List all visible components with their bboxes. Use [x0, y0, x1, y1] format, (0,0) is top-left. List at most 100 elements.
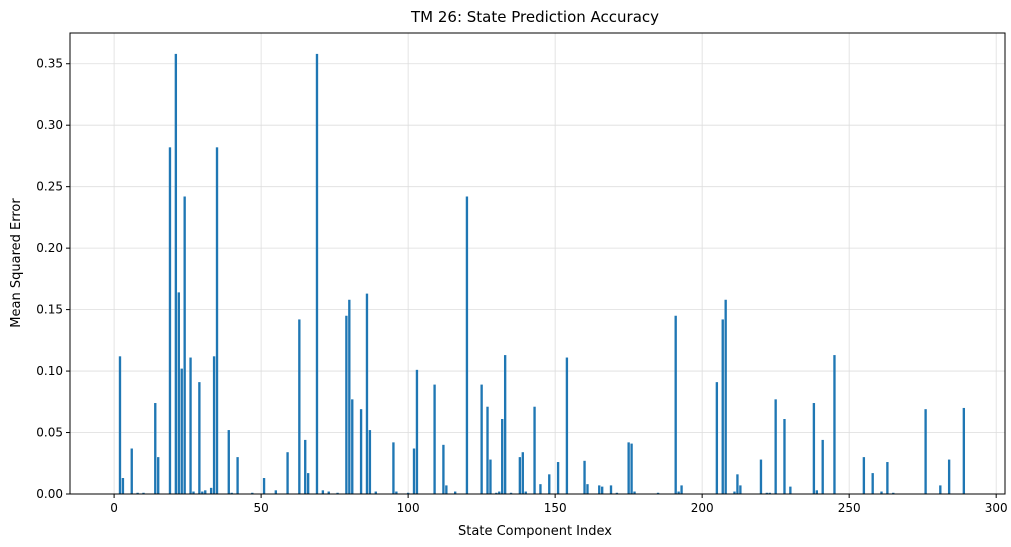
bar	[121, 478, 125, 494]
bar	[174, 53, 178, 494]
bar	[739, 485, 742, 494]
bar	[415, 369, 419, 494]
bar	[177, 292, 180, 494]
bar	[627, 442, 630, 494]
bar	[204, 490, 207, 494]
bar	[348, 299, 351, 494]
bar	[518, 457, 522, 494]
bar	[286, 452, 289, 494]
bar	[677, 491, 680, 494]
y-tick-label: 0.20	[36, 241, 63, 255]
bar	[715, 382, 719, 494]
bar	[609, 485, 613, 494]
bars	[118, 53, 966, 494]
bar	[215, 147, 219, 494]
x-tick-label: 300	[985, 501, 1008, 515]
bar	[674, 315, 677, 494]
x-tick-label: 200	[691, 501, 714, 515]
bar	[465, 196, 469, 494]
bar	[495, 492, 498, 494]
y-tick-label: 0.35	[36, 57, 63, 71]
bar	[433, 384, 436, 494]
bar	[189, 357, 192, 494]
x-axis-ticks: 0 50 100 150 200 250 300	[110, 494, 1008, 515]
y-tick-label: 0.10	[36, 364, 63, 378]
bar	[871, 473, 874, 494]
bar	[924, 409, 927, 494]
bar	[833, 355, 836, 494]
bar	[212, 356, 216, 494]
bar	[565, 357, 569, 494]
y-tick-label: 0.05	[36, 426, 63, 440]
bar	[783, 419, 786, 494]
bar	[821, 439, 824, 494]
bar	[733, 491, 736, 494]
bar	[615, 492, 619, 494]
bar	[359, 409, 363, 494]
y-axis-label: Mean Squared Error	[9, 198, 24, 328]
bar	[336, 492, 339, 494]
bar	[759, 459, 763, 494]
bar	[227, 430, 230, 494]
bar	[298, 319, 301, 494]
bar	[880, 491, 883, 494]
y-tick-label: 0.00	[36, 487, 63, 501]
bar	[583, 460, 586, 494]
bar	[168, 147, 172, 494]
bar	[521, 452, 524, 494]
bar	[724, 299, 727, 494]
bar	[598, 485, 601, 494]
bar	[489, 459, 492, 494]
bar	[947, 459, 951, 494]
bar	[395, 491, 398, 494]
bar	[321, 490, 325, 494]
bar	[118, 356, 122, 494]
bar	[442, 444, 445, 494]
bar	[815, 490, 818, 494]
bar	[142, 492, 145, 494]
y-tick-label: 0.15	[36, 303, 63, 317]
bar	[939, 485, 942, 494]
bar	[209, 487, 213, 494]
x-tick-label: 100	[397, 501, 420, 515]
chart-title: TM 26: State Prediction Accuracy	[410, 8, 659, 26]
bar	[183, 196, 186, 494]
bar	[180, 368, 183, 494]
bar	[445, 485, 448, 494]
bar	[630, 443, 633, 494]
bar	[306, 473, 310, 494]
bar	[154, 403, 157, 494]
bar	[789, 486, 792, 494]
bar	[486, 406, 489, 494]
bar	[406, 492, 410, 494]
bar	[198, 382, 201, 494]
bar	[201, 491, 204, 494]
bar	[524, 491, 527, 494]
y-tick-label: 0.30	[36, 118, 63, 132]
bar	[262, 478, 266, 494]
x-tick-label: 150	[544, 501, 567, 515]
bar	[736, 474, 739, 494]
bar	[274, 490, 277, 494]
bar	[862, 457, 866, 494]
bar	[251, 492, 254, 494]
bar	[351, 399, 354, 494]
bar	[136, 492, 139, 494]
bar	[680, 485, 683, 494]
bar	[962, 407, 966, 494]
bar	[892, 492, 895, 494]
bar	[533, 406, 536, 494]
bar	[368, 430, 372, 494]
bar	[721, 319, 724, 494]
bar	[539, 484, 542, 494]
bar	[230, 492, 233, 494]
bar	[345, 315, 348, 494]
bar	[556, 462, 560, 494]
bar	[812, 403, 816, 494]
bar	[633, 491, 636, 494]
bar	[130, 448, 133, 494]
bar	[192, 491, 195, 494]
bar	[768, 492, 771, 494]
bar	[453, 491, 457, 494]
